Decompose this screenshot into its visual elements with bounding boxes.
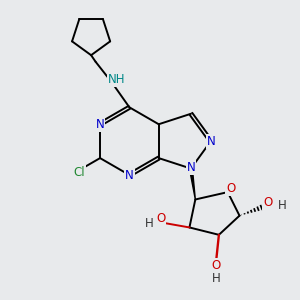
Text: N: N bbox=[125, 169, 134, 182]
Text: O: O bbox=[263, 196, 273, 209]
Text: H: H bbox=[145, 217, 154, 230]
Text: H: H bbox=[212, 272, 220, 286]
Polygon shape bbox=[190, 168, 195, 200]
Text: H: H bbox=[278, 200, 286, 212]
Text: N: N bbox=[187, 160, 195, 174]
Text: N: N bbox=[96, 118, 104, 131]
Text: Cl: Cl bbox=[73, 166, 85, 179]
Text: O: O bbox=[211, 259, 220, 272]
Text: O: O bbox=[226, 182, 235, 195]
Text: N: N bbox=[206, 135, 215, 148]
Text: O: O bbox=[156, 212, 166, 225]
Text: NH: NH bbox=[108, 73, 126, 86]
